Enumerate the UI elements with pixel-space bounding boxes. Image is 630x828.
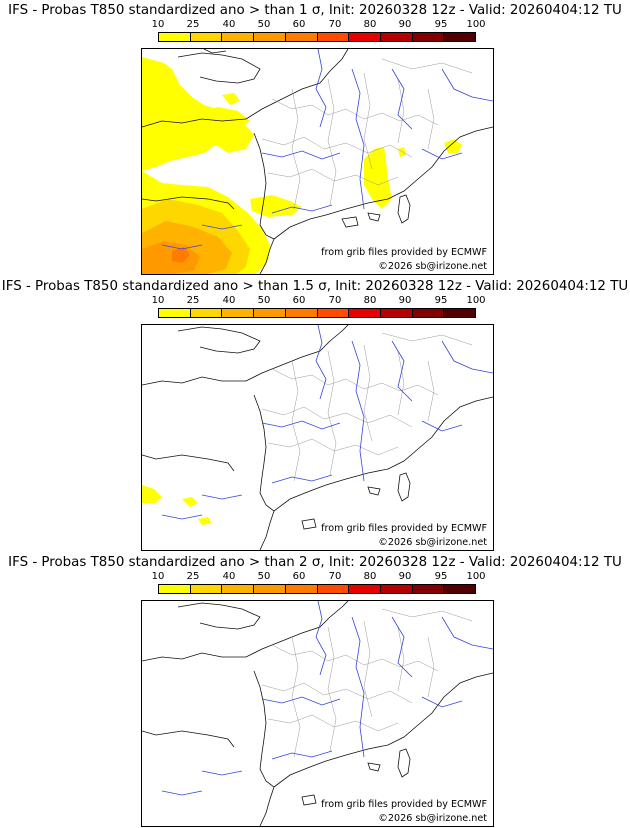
legend-label: 70 (328, 571, 342, 582)
coastlines (142, 49, 493, 274)
probability-fill (142, 485, 212, 525)
admin-borders (261, 608, 473, 758)
legend-label: 80 (363, 295, 377, 306)
legend-label: 10 (151, 19, 165, 30)
copyright-credit: ©2026 sb@irizone.net (378, 537, 487, 548)
map-canvas (142, 49, 493, 274)
legend-color-cell (190, 585, 223, 593)
legend-color-cell (285, 33, 318, 41)
data-source-credit: from grib files provided by ECMWF (321, 523, 487, 534)
legend-label: 10 (151, 571, 165, 582)
color-legend-labels: 10 25 40 50 60 70 80 90 95 100 (141, 295, 491, 307)
admin-borders (261, 332, 473, 482)
legend-label: 95 (434, 571, 448, 582)
legend-label: 25 (186, 19, 200, 30)
legend-color-cell (222, 585, 255, 593)
legend-label: 25 (186, 571, 200, 582)
legend-color-cell (285, 309, 318, 317)
panel-title: IFS - Probas T850 standardized ano > tha… (8, 555, 622, 570)
legend-label: 60 (292, 571, 306, 582)
color-legend-labels: 10 25 40 50 60 70 80 90 95 100 (141, 19, 491, 31)
legend-color-cell (380, 33, 413, 41)
color-legend-bar (158, 308, 476, 318)
color-legend-bar (158, 584, 476, 594)
color-legend-bar (158, 32, 476, 42)
probability-fill (142, 57, 462, 274)
legend-color-cell (444, 309, 476, 317)
legend-label: 40 (222, 19, 236, 30)
coastlines (142, 325, 493, 550)
copyright-credit: ©2026 sb@irizone.net (378, 261, 487, 272)
legend-color-cell (285, 585, 318, 593)
legend-label: 95 (434, 295, 448, 306)
legend-color-cell (222, 33, 255, 41)
legend-color-cell (412, 585, 445, 593)
legend-label: 100 (466, 295, 486, 306)
legend-label: 80 (363, 571, 377, 582)
rivers (161, 601, 493, 796)
panel-title: IFS - Probas T850 standardized ano > tha… (8, 3, 622, 18)
legend-label: 90 (398, 19, 412, 30)
panel-title: IFS - Probas T850 standardized ano > tha… (1, 279, 629, 294)
legend-label: 90 (398, 295, 412, 306)
legend-label: 100 (466, 19, 486, 30)
map-panel-1sigma: IFS - Probas T850 standardized ano > tha… (0, 0, 630, 276)
legend-color-cell (317, 585, 350, 593)
legend-color-cell (444, 33, 476, 41)
legend-color-cell (159, 33, 191, 41)
legend-label: 70 (328, 295, 342, 306)
legend-label: 50 (257, 571, 271, 582)
legend-color-cell (190, 33, 223, 41)
probability-map: from grib files provided by ECMWF ©2026 … (141, 48, 494, 275)
legend-color-cell (317, 309, 350, 317)
legend-label: 90 (398, 571, 412, 582)
legend-color-cell (317, 33, 350, 41)
color-legend-labels: 10 25 40 50 60 70 80 90 95 100 (141, 571, 491, 583)
legend-color-cell (159, 309, 191, 317)
legend-color-cell (412, 309, 445, 317)
legend-color-cell (349, 585, 381, 593)
legend-color-cell (349, 309, 381, 317)
legend-color-cell (380, 309, 413, 317)
legend-label: 40 (222, 295, 236, 306)
legend-color-cell (412, 33, 445, 41)
legend-color-cell (380, 585, 413, 593)
map-canvas (142, 601, 493, 826)
legend-color-cell (254, 309, 286, 317)
legend-label: 70 (328, 19, 342, 30)
legend-label: 50 (257, 295, 271, 306)
legend-label: 40 (222, 571, 236, 582)
probability-map: from grib files provided by ECMWF ©2026 … (141, 324, 494, 551)
legend-label: 50 (257, 19, 271, 30)
legend-color-cell (222, 309, 255, 317)
legend-label: 60 (292, 295, 306, 306)
legend-label: 60 (292, 19, 306, 30)
legend-color-cell (349, 33, 381, 41)
legend-color-cell (254, 585, 286, 593)
copyright-credit: ©2026 sb@irizone.net (378, 813, 487, 824)
legend-label: 25 (186, 295, 200, 306)
probability-map: from grib files provided by ECMWF ©2026 … (141, 600, 494, 827)
map-panel-2sigma: IFS - Probas T850 standardized ano > tha… (0, 552, 630, 828)
data-source-credit: from grib files provided by ECMWF (321, 799, 487, 810)
legend-color-cell (254, 33, 286, 41)
legend-color-cell (190, 309, 223, 317)
data-source-credit: from grib files provided by ECMWF (321, 247, 487, 258)
legend-color-cell (159, 585, 191, 593)
map-canvas (142, 325, 493, 550)
admin-borders (261, 58, 473, 210)
legend-label: 10 (151, 295, 165, 306)
legend-label: 100 (466, 571, 486, 582)
map-panel-1-5sigma: IFS - Probas T850 standardized ano > tha… (0, 276, 630, 552)
coastlines (142, 601, 493, 826)
legend-label: 95 (434, 19, 448, 30)
rivers (161, 325, 493, 520)
legend-color-cell (444, 585, 476, 593)
legend-label: 80 (363, 19, 377, 30)
rivers (161, 49, 493, 250)
